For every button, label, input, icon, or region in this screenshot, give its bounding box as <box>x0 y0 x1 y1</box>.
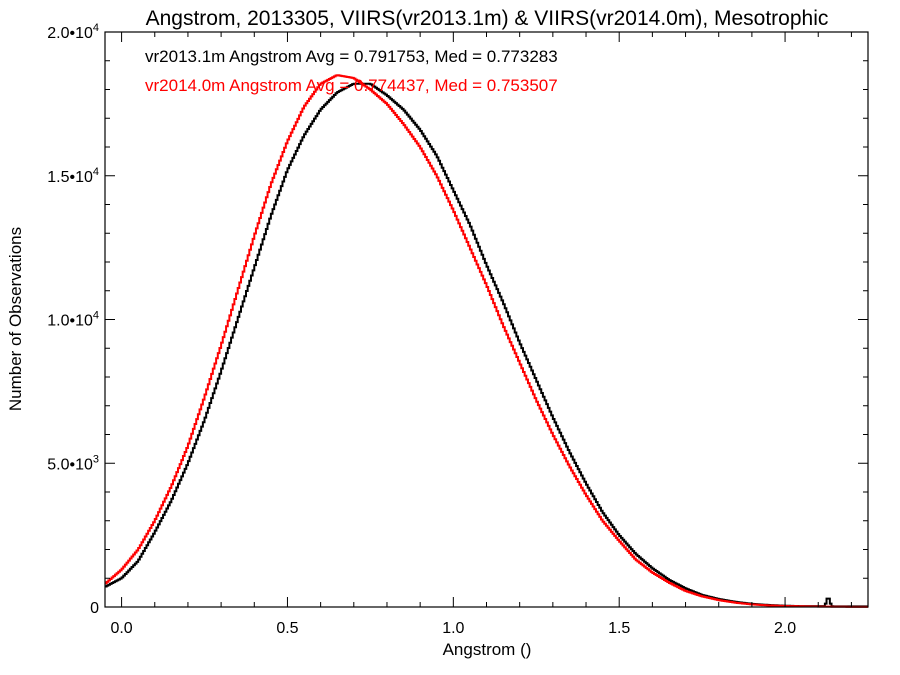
series-line-1 <box>105 74 868 608</box>
y-tick-label: 1.5•104 <box>47 166 99 186</box>
x-tick-label: 1.5 <box>608 620 630 637</box>
chart-title: Angstrom, 2013305, VIIRS(vr2013.1m) & VI… <box>146 7 829 30</box>
y-tick-label: 5.0•103 <box>47 453 99 473</box>
x-tick-label: 1.0 <box>442 620 464 637</box>
y-axis: 0 5.0•103 1.0•104 1.5•104 2.0•104 <box>47 22 868 617</box>
series-annotation-vr2014: vr2014.0m Angstrom Avg = 0.774437, Med =… <box>145 76 558 95</box>
x-tick-label: 0.5 <box>276 620 298 637</box>
x-axis: 0.0 0.5 1.0 1.5 2.0 <box>110 32 852 637</box>
x-axis-label: Angstrom () <box>443 640 532 659</box>
y-axis-label: Number of Observations <box>6 227 25 411</box>
y-tick-label: 1.0•104 <box>47 310 99 330</box>
x-tick-label: 2.0 <box>774 620 796 637</box>
y-tick-label: 0 <box>90 600 99 617</box>
series-line-0 <box>105 82 868 608</box>
y-tick-label: 2.0•104 <box>47 22 99 42</box>
x-tick-label: 0.0 <box>110 620 132 637</box>
series-layer <box>105 74 868 608</box>
series-annotation-vr2013: vr2013.1m Angstrom Avg = 0.791753, Med =… <box>145 47 558 66</box>
plot-frame <box>104 31 869 608</box>
